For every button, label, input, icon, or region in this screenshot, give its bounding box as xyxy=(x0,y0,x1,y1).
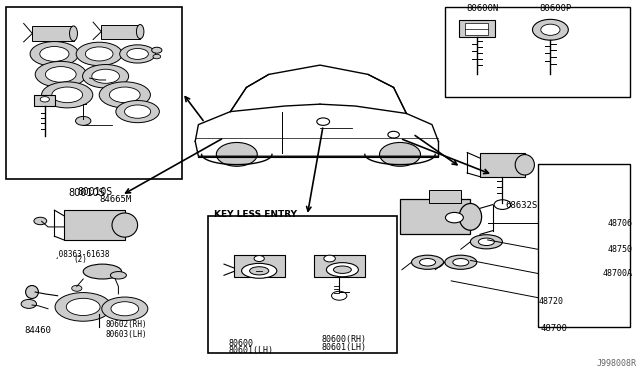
Ellipse shape xyxy=(127,48,148,60)
Circle shape xyxy=(332,291,347,300)
Ellipse shape xyxy=(120,45,156,63)
Ellipse shape xyxy=(479,238,495,246)
Text: 80010S: 80010S xyxy=(68,188,105,198)
Ellipse shape xyxy=(102,297,148,321)
Ellipse shape xyxy=(42,82,93,108)
Text: 80600P: 80600P xyxy=(540,4,572,13)
Ellipse shape xyxy=(83,264,122,279)
Ellipse shape xyxy=(35,61,86,87)
Bar xyxy=(35,95,55,106)
Ellipse shape xyxy=(40,46,69,61)
Circle shape xyxy=(317,118,330,125)
Ellipse shape xyxy=(92,69,120,83)
Circle shape xyxy=(34,217,47,225)
Circle shape xyxy=(21,299,36,308)
Ellipse shape xyxy=(453,259,468,266)
Text: 48700: 48700 xyxy=(540,324,567,333)
Bar xyxy=(429,190,461,203)
Ellipse shape xyxy=(333,266,351,273)
Circle shape xyxy=(494,200,511,209)
Circle shape xyxy=(254,256,264,262)
Circle shape xyxy=(324,255,335,262)
Ellipse shape xyxy=(99,82,150,108)
Bar xyxy=(208,216,397,353)
Bar xyxy=(465,23,488,35)
Bar xyxy=(480,153,525,177)
Circle shape xyxy=(380,142,420,166)
Ellipse shape xyxy=(515,155,534,175)
Ellipse shape xyxy=(45,67,76,82)
Bar xyxy=(459,20,495,37)
Ellipse shape xyxy=(250,267,269,275)
Bar xyxy=(64,210,125,240)
Text: KEY LESS ENTRY: KEY LESS ENTRY xyxy=(214,210,298,219)
Ellipse shape xyxy=(76,42,122,65)
Ellipse shape xyxy=(85,47,113,61)
Text: 68632S: 68632S xyxy=(506,201,538,210)
Ellipse shape xyxy=(125,105,150,118)
Text: 84665M: 84665M xyxy=(99,195,131,204)
Ellipse shape xyxy=(83,64,129,88)
Bar xyxy=(234,255,285,277)
Ellipse shape xyxy=(30,42,79,66)
Ellipse shape xyxy=(109,87,140,103)
Ellipse shape xyxy=(460,203,481,230)
Text: 80602(RH): 80602(RH) xyxy=(106,320,147,329)
Text: J998008R: J998008R xyxy=(596,359,637,368)
Ellipse shape xyxy=(52,87,83,103)
Text: 48720: 48720 xyxy=(539,297,564,306)
Text: 80600N: 80600N xyxy=(466,4,498,13)
Ellipse shape xyxy=(412,255,444,269)
Ellipse shape xyxy=(55,292,111,321)
Ellipse shape xyxy=(110,272,127,279)
Text: 48700A: 48700A xyxy=(602,269,632,278)
Ellipse shape xyxy=(445,255,477,269)
Text: ¸08363-61638: ¸08363-61638 xyxy=(54,250,110,259)
Circle shape xyxy=(445,212,463,223)
Text: 84460: 84460 xyxy=(24,326,51,335)
Bar xyxy=(400,199,470,234)
Ellipse shape xyxy=(242,263,277,278)
Ellipse shape xyxy=(26,286,38,298)
Text: 80603(LH): 80603(LH) xyxy=(106,330,147,339)
Text: 80010S: 80010S xyxy=(77,187,113,197)
Text: 48706: 48706 xyxy=(607,219,632,228)
Bar xyxy=(32,26,74,41)
Circle shape xyxy=(40,97,49,102)
Ellipse shape xyxy=(67,298,100,315)
Text: 80600(RH): 80600(RH) xyxy=(322,335,367,344)
Text: (2): (2) xyxy=(74,255,88,264)
Circle shape xyxy=(76,116,91,125)
Ellipse shape xyxy=(70,26,77,41)
Circle shape xyxy=(532,19,568,40)
Bar xyxy=(101,25,140,39)
Ellipse shape xyxy=(420,259,436,266)
Circle shape xyxy=(152,47,162,53)
Ellipse shape xyxy=(116,100,159,123)
Ellipse shape xyxy=(112,213,138,237)
Circle shape xyxy=(153,54,161,59)
Text: 48750: 48750 xyxy=(607,245,632,254)
Circle shape xyxy=(72,285,82,291)
Circle shape xyxy=(541,24,560,35)
Bar xyxy=(314,255,365,277)
Text: 80601(LH): 80601(LH) xyxy=(228,346,273,355)
Ellipse shape xyxy=(111,302,139,316)
Ellipse shape xyxy=(136,25,144,39)
Text: 80600: 80600 xyxy=(228,339,253,348)
Bar xyxy=(6,7,182,179)
Bar xyxy=(538,164,630,327)
Bar xyxy=(445,7,630,97)
Text: 80601(LH): 80601(LH) xyxy=(322,343,367,352)
Circle shape xyxy=(216,142,257,166)
Ellipse shape xyxy=(470,235,502,249)
Ellipse shape xyxy=(326,263,358,277)
Circle shape xyxy=(388,131,399,138)
